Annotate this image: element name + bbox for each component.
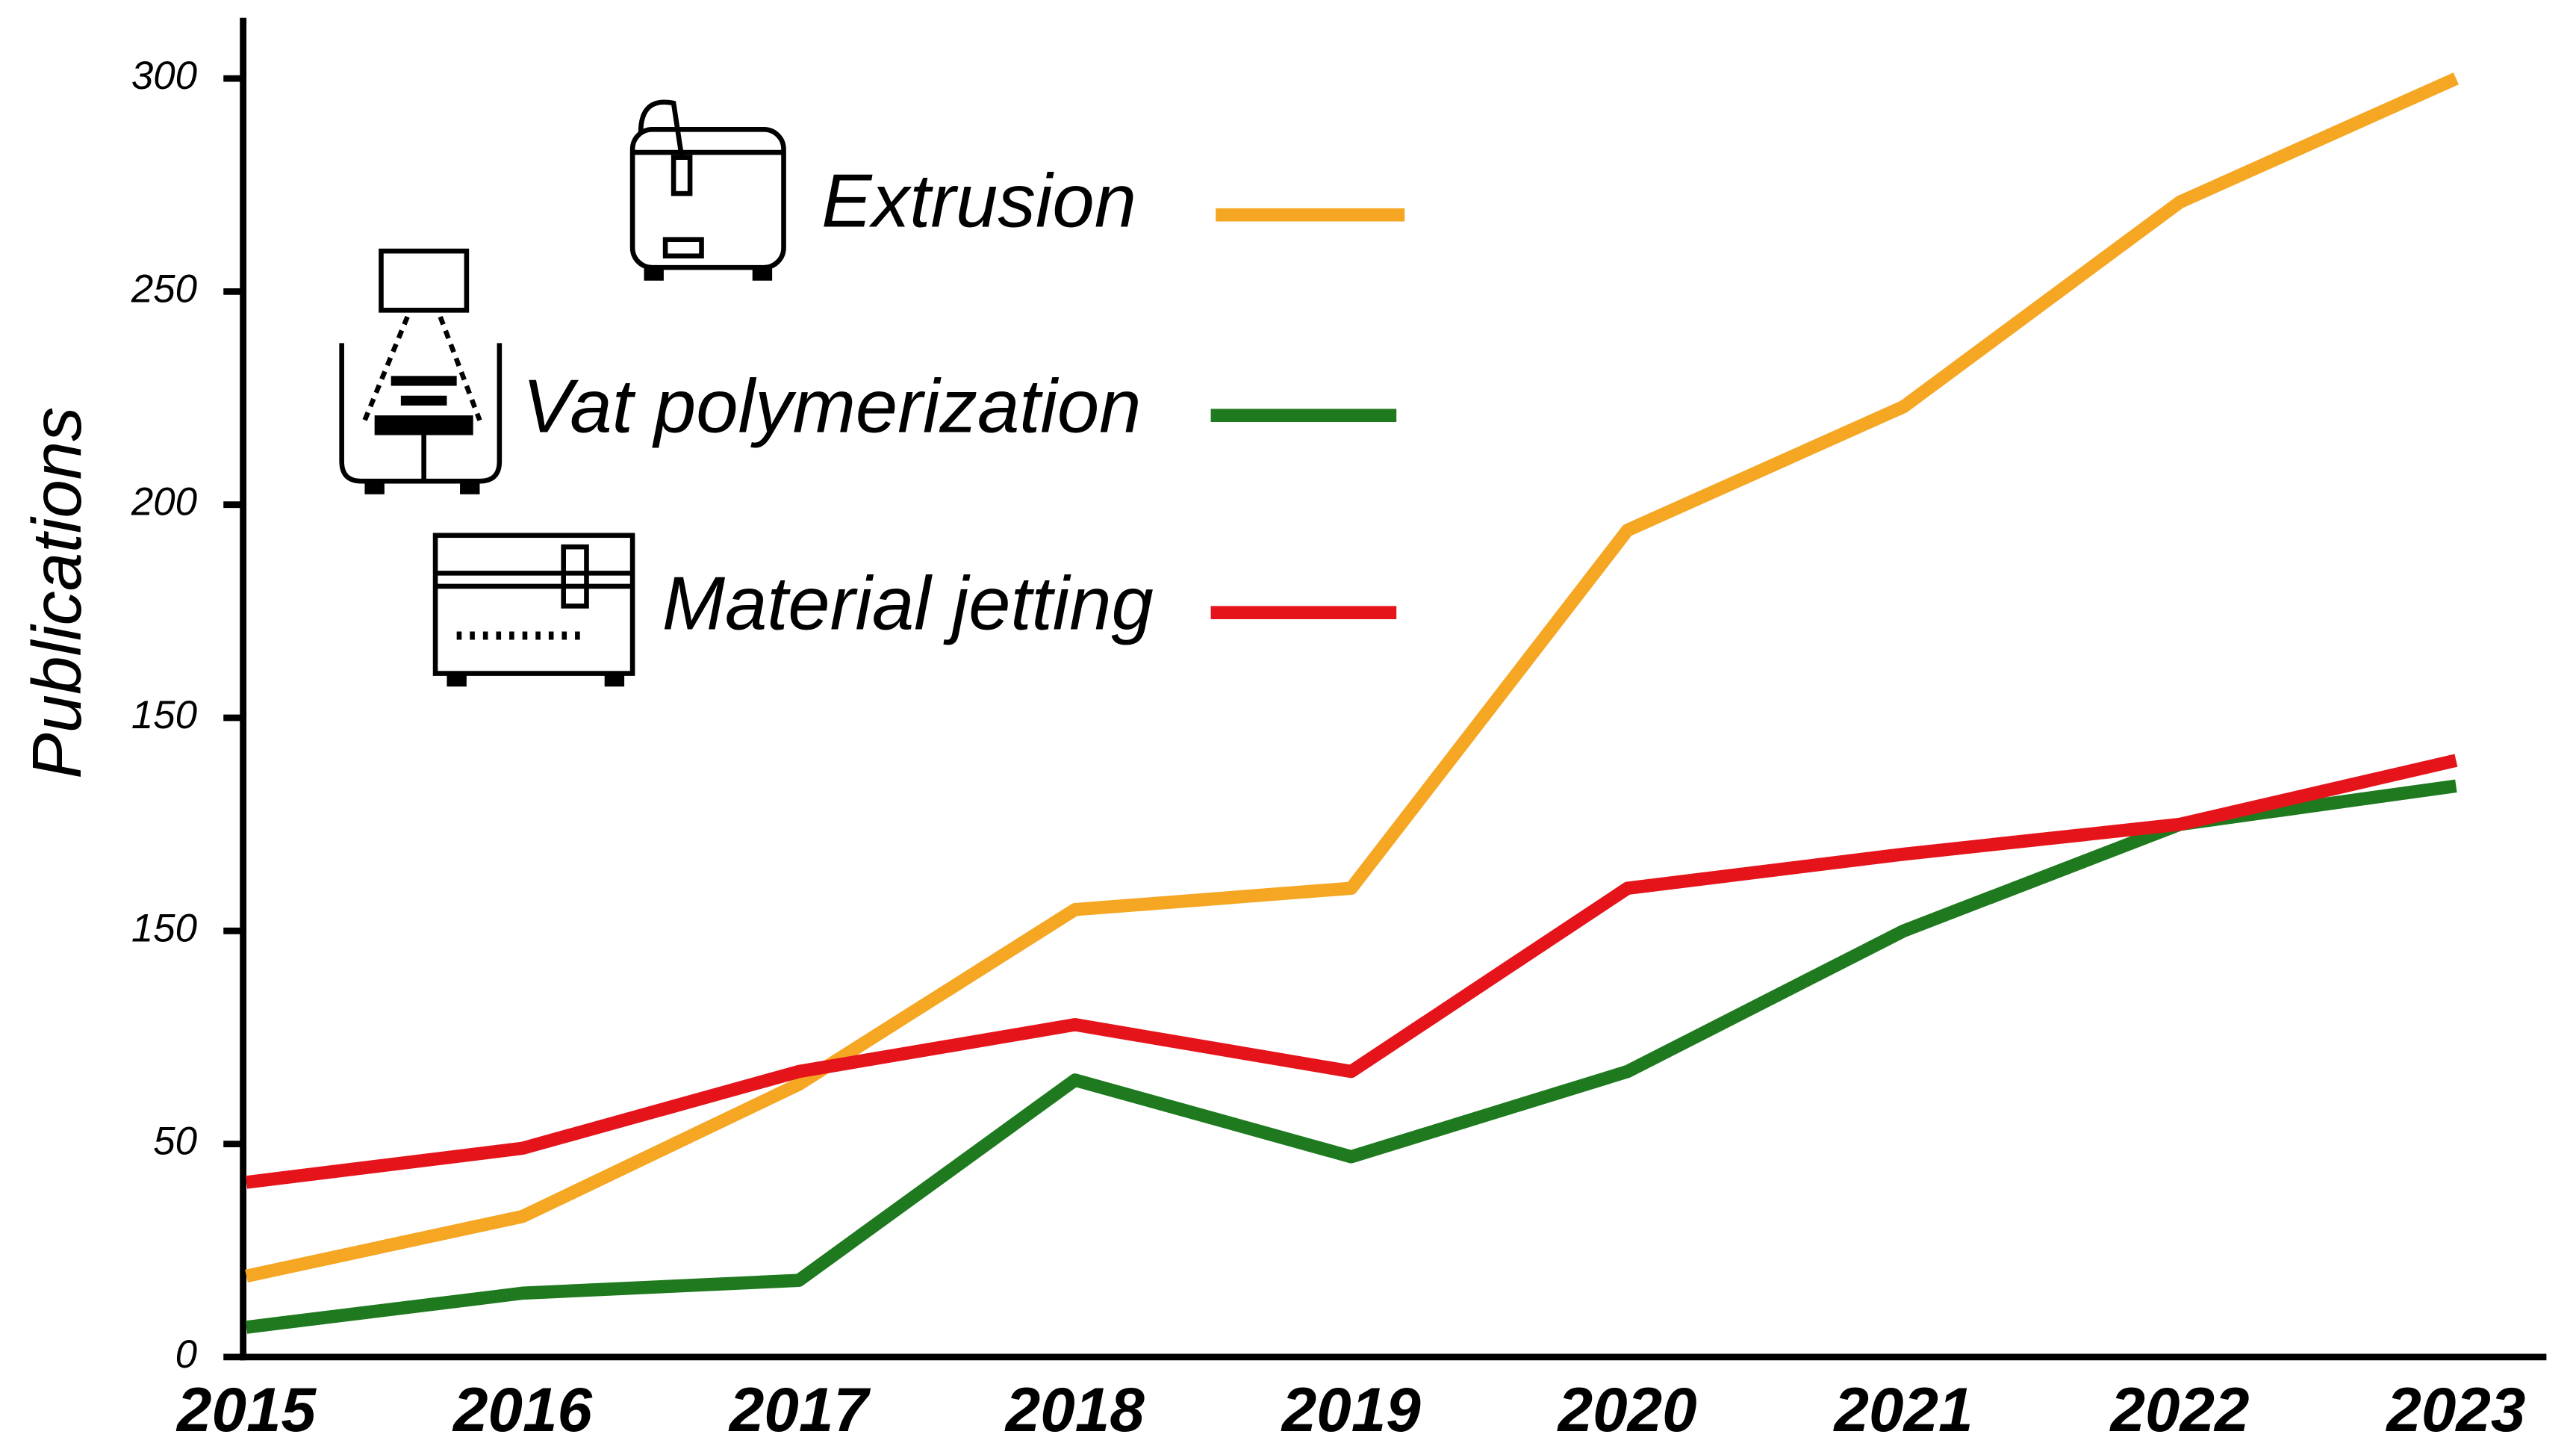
y-axis-label: Publications [18, 407, 96, 779]
x-tick-label: 2018 [1004, 1374, 1145, 1445]
x-tick-label: 2019 [1281, 1374, 1421, 1445]
legend-label: Extrusion [821, 158, 1136, 243]
y-tick-label: 300 [131, 54, 197, 98]
y-tick-label: 200 [131, 480, 197, 524]
y-tick-label: 0 [175, 1332, 197, 1377]
line-series [245, 779, 2457, 1334]
x-tick-label: 2015 [175, 1374, 317, 1445]
y-tick-label: 150 [131, 906, 197, 950]
line-series [245, 72, 2459, 1283]
y-tick-label: 250 [131, 267, 197, 311]
y-tick-label: 150 [131, 693, 197, 737]
x-tick-label: 2016 [452, 1374, 592, 1445]
x-tick-label: 2020 [1557, 1374, 1697, 1445]
legend-label: Vat polymerization [523, 364, 1142, 448]
x-tick-label: 2017 [728, 1374, 871, 1445]
extrusion-icon [629, 99, 786, 281]
line-series [245, 754, 2458, 1189]
vat-icon [339, 248, 503, 494]
legend-label: Material jetting [662, 562, 1154, 646]
jetting-icon [432, 533, 635, 687]
x-tick-label: 2021 [1833, 1374, 1973, 1445]
x-tick-label: 2022 [2109, 1374, 2249, 1445]
y-tick-label: 50 [153, 1120, 197, 1164]
x-tick-label: 2023 [2385, 1374, 2525, 1445]
